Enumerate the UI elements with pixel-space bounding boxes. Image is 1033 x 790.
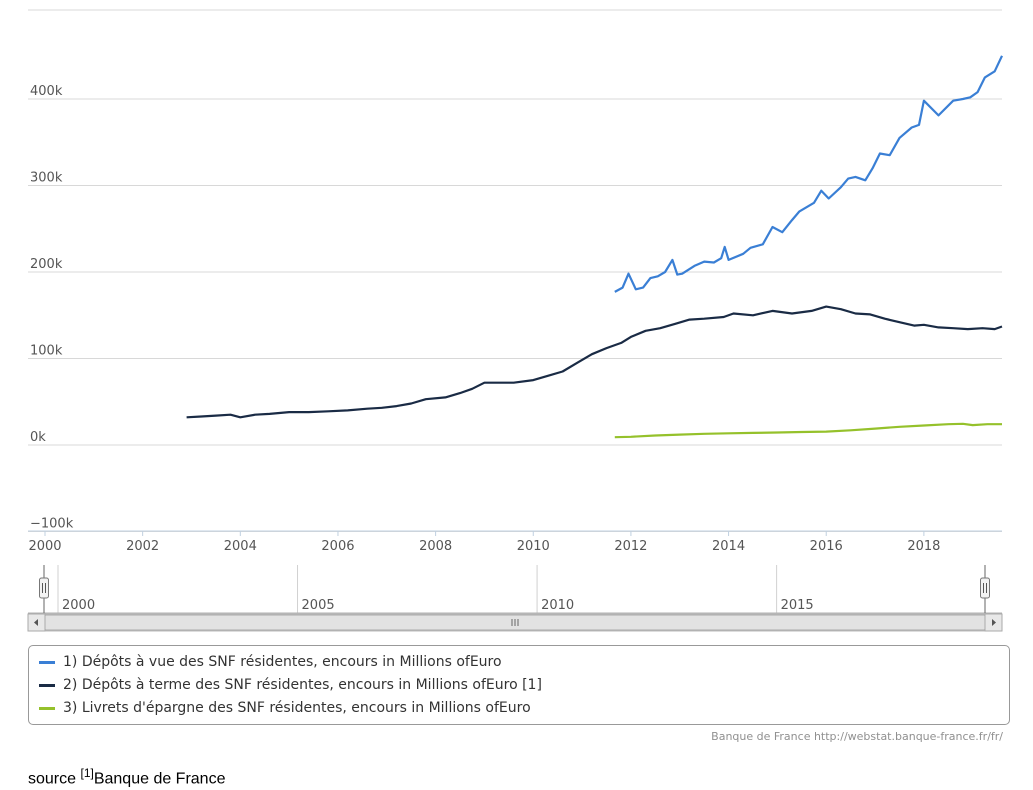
series-line-3[interactable] [614,422,1002,439]
source-prefix: source [28,770,77,788]
series-line-1[interactable] [614,55,1003,293]
legend-swatch-series-1 [39,660,55,664]
x-tick-label: 2008 [419,539,452,554]
y-tick-label: 300k [30,171,63,186]
range-navigator[interactable]: 2000 2005 2010 2015 [27,565,1003,632]
legend-item-series-2[interactable]: 2) Dépôts à terme des SNF résidentes, en… [39,675,542,695]
legend-item-series-1[interactable]: 1) Dépôts à vue des SNF résidentes, enco… [39,652,502,672]
chart-series [186,55,1003,439]
navigator-left-handle[interactable] [39,577,49,599]
y-tick-label: 100k [30,344,63,359]
x-tick-label: 2006 [321,539,354,554]
chart-credits[interactable]: Banque de France http://webstat.banque-f… [711,730,1003,743]
x-tick-label: 2012 [614,539,647,554]
x-tick-label: 2002 [126,539,159,554]
navigator-label: 2010 [541,598,574,613]
arrow-left-icon [34,619,38,626]
navigator-label: 2005 [302,598,335,613]
x-tick-label: 2010 [517,539,550,554]
x-tick-label: 2018 [907,539,940,554]
legend-label-series-1: 1) Dépôts à vue des SNF résidentes, enco… [63,654,502,670]
x-axis: 2000 2002 2004 2006 2008 2010 2012 2014 2016 2018 [28,530,1002,554]
legend-item-series-3[interactable]: 3) Livrets d'épargne des SNF résidentes,… [39,698,531,718]
legend-swatch-series-2 [39,683,55,687]
y-tick-label: 400k [30,84,63,99]
chart-legend: 1) Dépôts à vue des SNF résidentes, enco… [28,645,1010,725]
legend-swatch-series-3 [39,706,55,710]
navigator-label: 2000 [62,598,95,613]
series-line-2[interactable] [186,305,1003,419]
x-tick-label: 2016 [810,539,843,554]
x-tick-label: 2004 [224,539,257,554]
y-tick-label: 0k [30,430,46,445]
legend-label-series-3: 3) Livrets d'épargne des SNF résidentes,… [63,700,531,716]
chart-gridlines [28,9,1002,532]
y-tick-label: −100k [30,517,74,532]
source-ref[interactable]: [1] [80,766,94,780]
navigator-label: 2015 [781,598,814,613]
source-text: Banque de France [93,770,226,788]
x-tick-label: 2000 [28,539,61,554]
navigator-area[interactable] [28,565,1002,613]
arrow-right-icon [992,619,996,626]
line-chart: 400k 300k 200k 100k 0k −100k 2000 2002 2004 2006… [27,9,1003,632]
legend-label-series-2: 2) Dépôts à terme des SNF résidentes, en… [63,677,542,693]
y-tick-label: 200k [30,257,63,272]
y-axis: 400k 300k 200k 100k 0k −100k [30,84,74,532]
navigator-right-handle[interactable] [980,577,990,599]
source-note: source [1]Banque de France [28,766,225,788]
x-tick-label: 2014 [712,539,745,554]
